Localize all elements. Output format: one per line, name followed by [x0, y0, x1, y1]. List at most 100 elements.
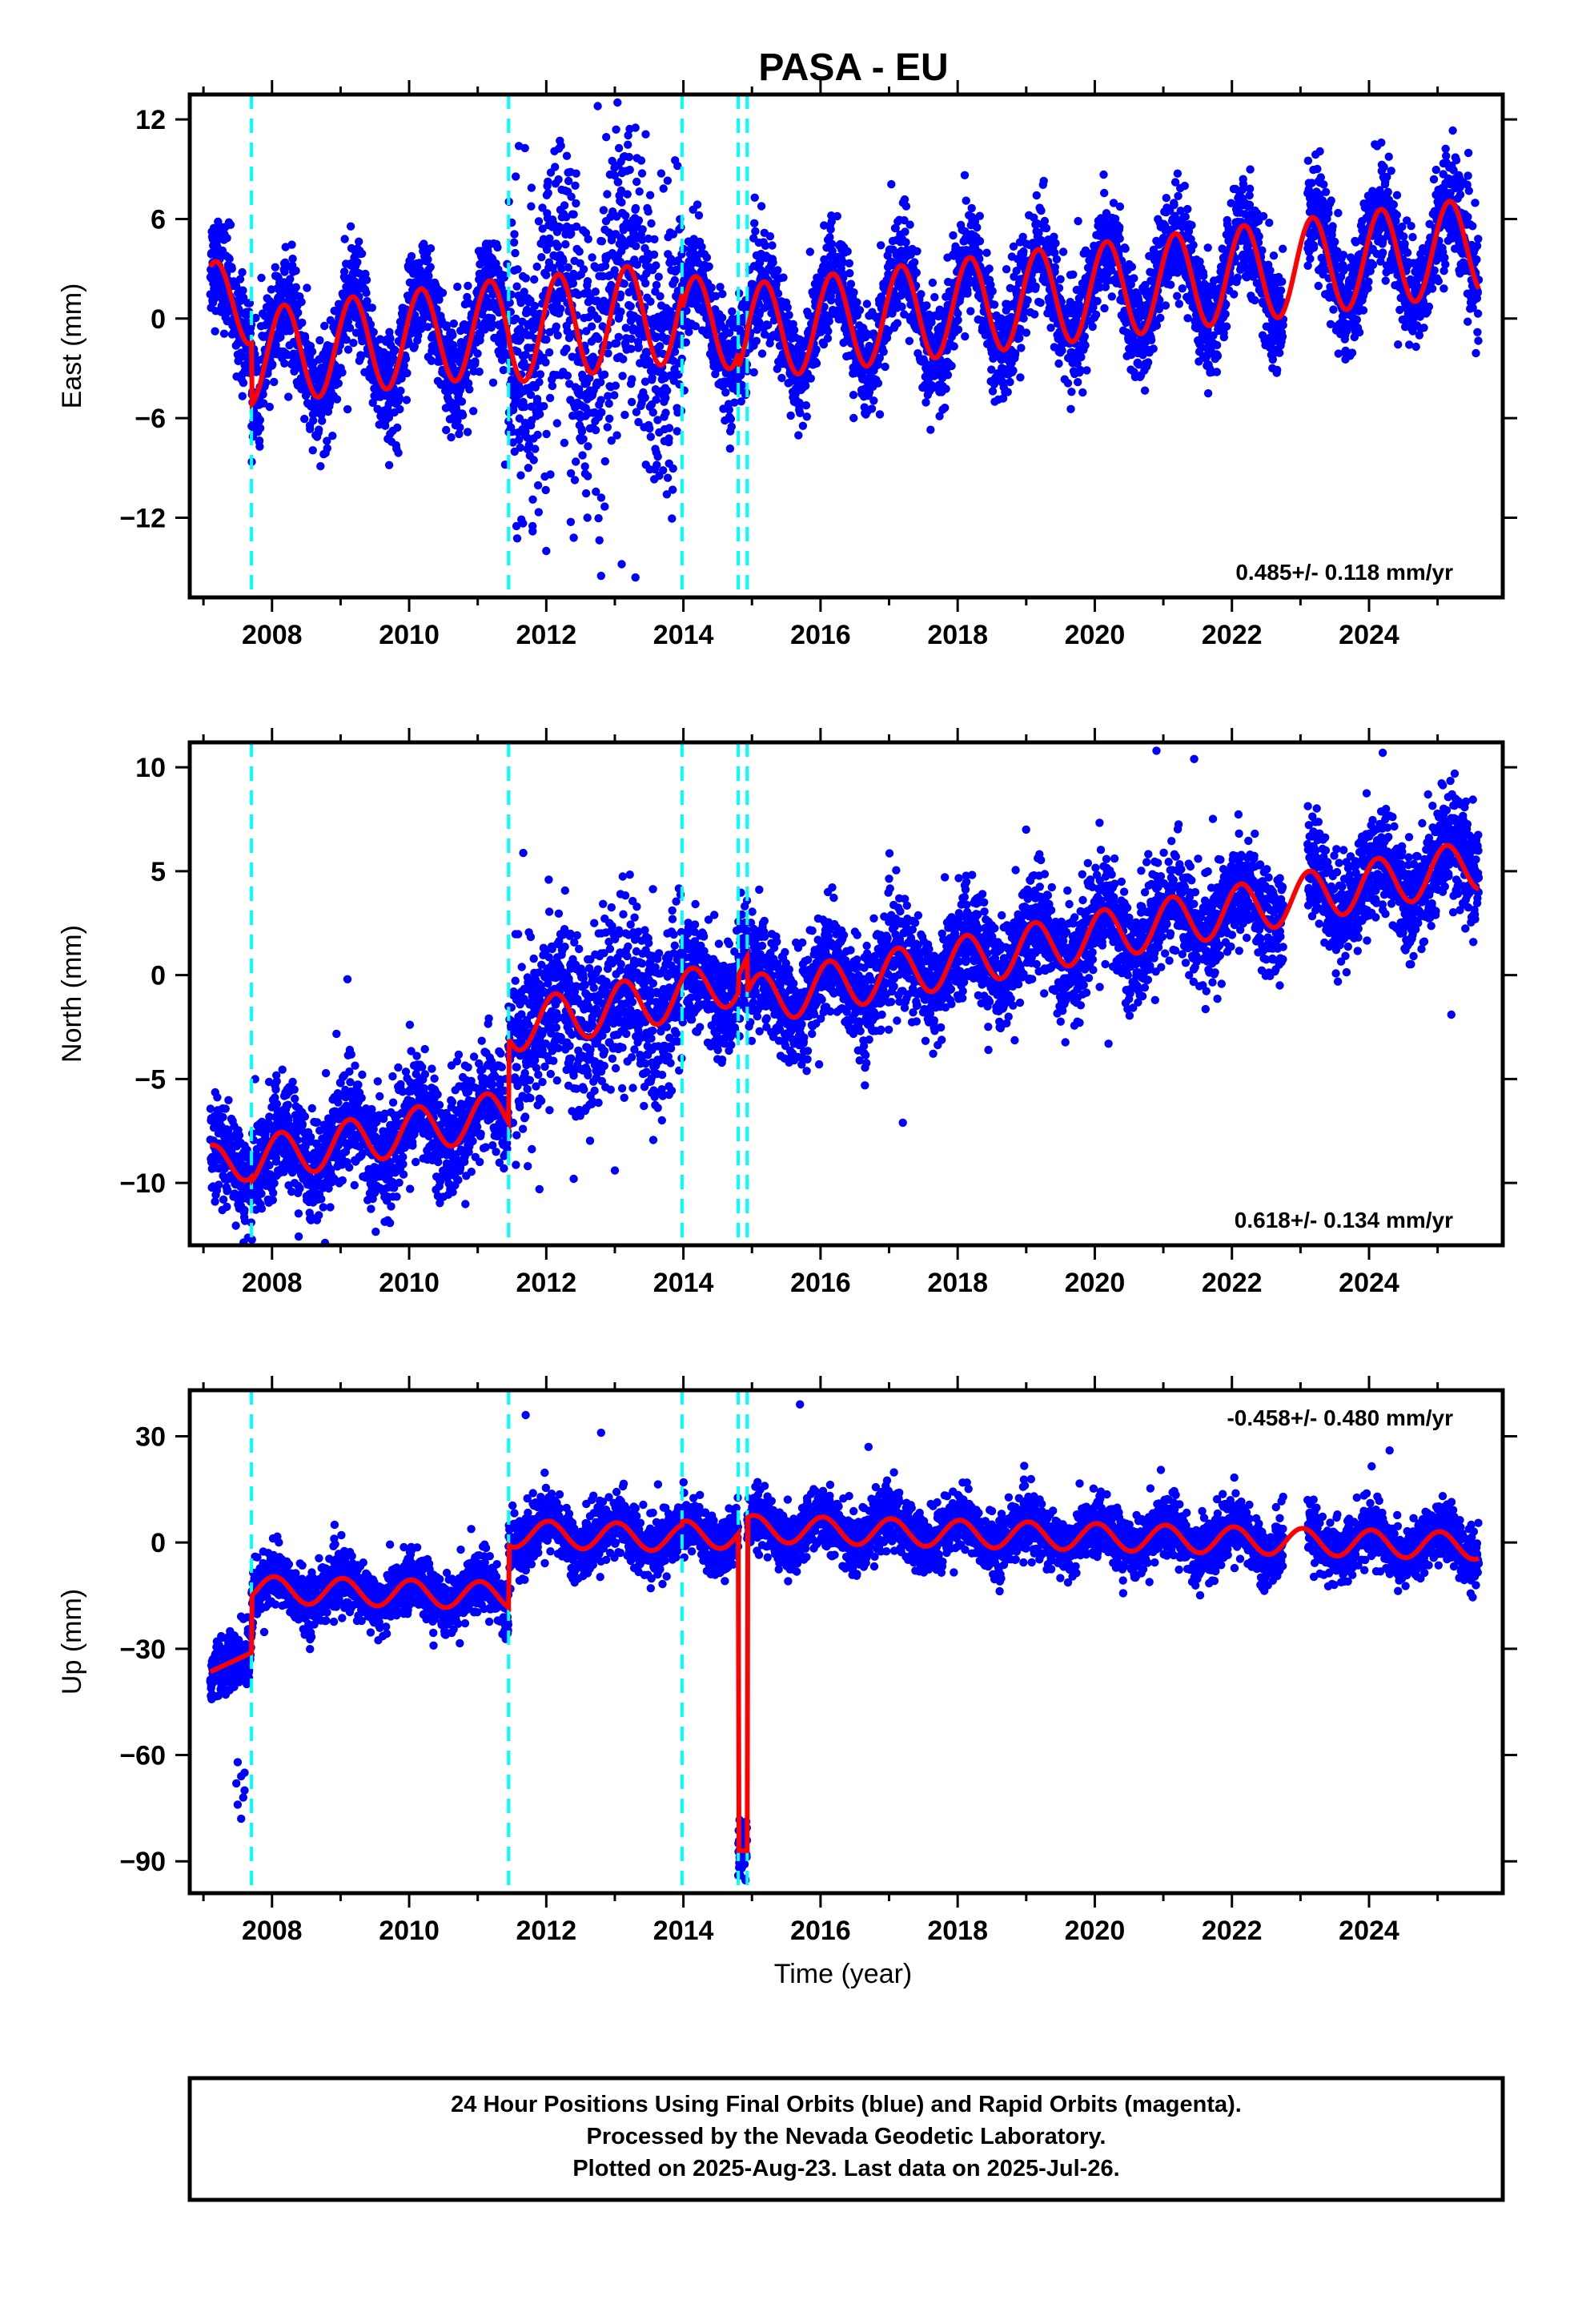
- data-point: [541, 358, 550, 367]
- data-point: [663, 386, 672, 395]
- data-point: [616, 308, 625, 316]
- data-point: [640, 393, 649, 402]
- data-point: [1180, 181, 1190, 191]
- data-point: [900, 215, 909, 225]
- data-point: [457, 397, 467, 406]
- data-point: [812, 345, 821, 354]
- data-point: [416, 324, 426, 333]
- data-point: [455, 429, 464, 439]
- data-point: [542, 271, 551, 279]
- data-point: [297, 297, 306, 307]
- data-point: [789, 325, 799, 335]
- data-point: [632, 242, 640, 251]
- data-point: [1089, 303, 1098, 312]
- data-point: [1110, 215, 1120, 223]
- data-point: [564, 176, 573, 186]
- data-point: [1130, 274, 1138, 283]
- data-point: [647, 219, 656, 228]
- data-point: [603, 423, 612, 432]
- data-point: [384, 460, 394, 469]
- data-point: [271, 263, 279, 271]
- data-point: [656, 292, 665, 301]
- data-point: [1141, 280, 1150, 290]
- data-point: [654, 272, 663, 281]
- data-point: [255, 436, 264, 445]
- data-point: [211, 327, 219, 336]
- data-point: [730, 398, 739, 407]
- data-point: [681, 338, 690, 347]
- data-point: [711, 292, 721, 300]
- data-point: [1032, 191, 1042, 200]
- data-point: [628, 324, 638, 333]
- data-point: [516, 299, 525, 308]
- data-point: [1203, 389, 1213, 398]
- data-point: [556, 141, 565, 151]
- data-point: [442, 321, 452, 330]
- data-point: [560, 438, 569, 448]
- data-point: [512, 521, 521, 531]
- data-point: [1149, 344, 1158, 353]
- data-point: [255, 416, 264, 424]
- data-point: [1002, 265, 1011, 274]
- data-point: [1039, 176, 1048, 186]
- data-point: [475, 368, 484, 376]
- data-point: [1181, 212, 1191, 221]
- data-point: [806, 374, 815, 383]
- data-point: [632, 177, 641, 187]
- data-point: [238, 392, 247, 400]
- data-point: [663, 473, 673, 482]
- data-point: [544, 188, 552, 198]
- data-point: [534, 217, 544, 226]
- data-point: [1100, 188, 1109, 198]
- data-point: [449, 340, 458, 350]
- data-point: [1140, 386, 1150, 395]
- data-points: [206, 98, 1484, 582]
- data-point: [737, 380, 747, 390]
- data-point: [500, 271, 509, 280]
- data-point: [1122, 318, 1130, 328]
- data-point: [259, 399, 268, 408]
- data-point: [463, 428, 472, 436]
- data-point: [544, 177, 552, 186]
- data-point: [553, 331, 562, 340]
- data-point: [1050, 232, 1058, 241]
- data-point: [342, 336, 351, 344]
- data-point: [316, 462, 325, 471]
- data-point: [954, 325, 963, 334]
- data-point: [561, 239, 570, 249]
- data-point: [625, 165, 634, 175]
- data-point: [1093, 296, 1102, 306]
- data-point: [257, 273, 266, 283]
- data-point: [1221, 310, 1230, 319]
- data-point: [391, 346, 400, 355]
- data-point: [656, 342, 665, 351]
- data-point: [239, 286, 247, 295]
- data-point: [845, 269, 854, 278]
- data-point: [1017, 344, 1026, 352]
- data-point: [623, 190, 632, 199]
- data-point: [1066, 404, 1075, 413]
- data-point: [1213, 352, 1223, 360]
- data-point: [668, 514, 677, 523]
- data-point: [542, 429, 551, 439]
- data-point: [1126, 280, 1136, 289]
- data-point: [362, 275, 371, 284]
- data-point: [987, 365, 996, 374]
- data-point: [396, 404, 404, 414]
- data-point: [288, 254, 297, 263]
- data-point: [318, 416, 327, 425]
- data-point: [599, 206, 608, 215]
- data-point: [618, 372, 627, 380]
- data-point: [641, 279, 650, 287]
- data-point: [620, 410, 629, 420]
- data-point: [1050, 263, 1060, 271]
- data-point: [764, 320, 773, 330]
- data-point: [661, 408, 670, 417]
- data-point: [1018, 232, 1027, 241]
- data-point: [393, 423, 402, 432]
- data-point: [563, 371, 572, 380]
- data-point: [597, 237, 606, 246]
- data-point: [960, 171, 970, 179]
- data-point: [400, 361, 408, 370]
- data-point: [511, 248, 520, 258]
